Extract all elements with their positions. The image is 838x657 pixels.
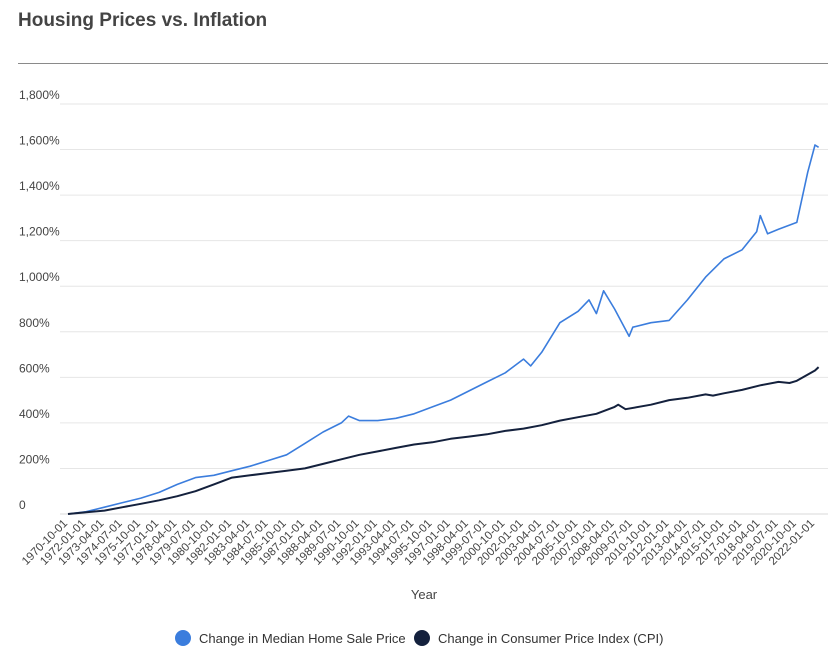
y-tick-label: 1,200%	[19, 225, 60, 239]
line-chart: 0 200% 400% 600% 800% 1,000% 1,200% 1,400% 1,600…	[19, 88, 828, 602]
legend-marker-cpi	[414, 630, 430, 646]
y-tick-label: 200%	[19, 452, 50, 466]
legend-label-home-price: Change in Median Home Sale Price	[199, 630, 406, 646]
y-tick-label: 1,800%	[19, 88, 60, 102]
series-lines	[67, 144, 820, 515]
legend-marker-home-price	[175, 630, 191, 646]
y-tick-label: 1,400%	[19, 179, 60, 193]
home-price-series-line	[67, 144, 820, 515]
cpi-series-line	[67, 366, 820, 515]
y-tick-label: 1,000%	[19, 270, 60, 284]
x-axis-tick-labels: 1970-10-011972-01-011973-04-011974-07-01…	[20, 518, 817, 568]
x-axis-label: Year	[411, 587, 438, 602]
y-axis-tick-labels: 0 200% 400% 600% 800% 1,000% 1,200% 1,400% 1,600…	[19, 88, 60, 512]
y-tick-label: 0	[19, 498, 26, 512]
y-tick-label: 800%	[19, 316, 50, 330]
title-divider	[18, 63, 828, 64]
legend-item-cpi[interactable]: Change in Consumer Price Index (CPI)	[414, 630, 663, 646]
y-tick-label: 400%	[19, 407, 50, 421]
gridlines	[60, 103, 828, 515]
y-tick-label: 600%	[19, 361, 50, 375]
y-tick-label: 1,600%	[19, 134, 60, 148]
chart-title: Housing Prices vs. Inflation	[18, 10, 268, 31]
legend-item-home-price[interactable]: Change in Median Home Sale Price	[175, 630, 406, 646]
legend-label-cpi: Change in Consumer Price Index (CPI)	[438, 630, 664, 646]
legend: Change in Median Home Sale Price Change …	[0, 630, 838, 652]
